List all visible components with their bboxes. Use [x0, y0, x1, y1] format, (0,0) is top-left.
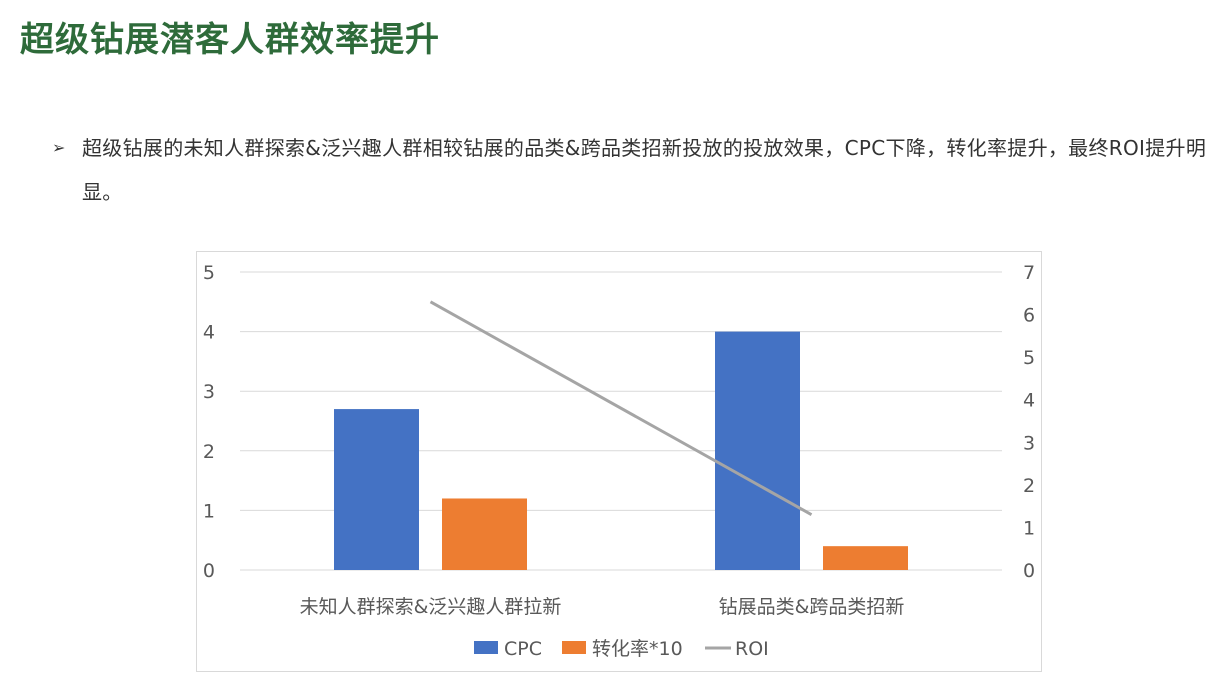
x-tick-label: 未知人群探索&泛兴趣人群拉新 — [300, 596, 562, 618]
x-axis-labels: 未知人群探索&泛兴趣人群拉新 钻展品类&跨品类招新 — [300, 596, 905, 618]
page-title: 超级钻展潜客人群效率提升 — [20, 20, 440, 60]
legend-label: CPC — [504, 638, 542, 660]
bullet-arrow-icon: ➢ — [52, 138, 66, 157]
y-tick-label: 0 — [203, 560, 215, 582]
legend-label: ROI — [735, 638, 769, 660]
bullet-text: 超级钻展的未知人群探索&泛兴趣人群相较钻展的品类&跨品类招新投放的投放效果，CP… — [82, 136, 1207, 204]
bar — [334, 409, 419, 570]
y-axis-right: 0 1 2 3 4 5 6 7 — [1023, 262, 1035, 582]
bar — [823, 546, 908, 570]
legend-label: 转化率*10 — [592, 638, 683, 660]
chart-legend: CPC 转化率*10 ROI — [474, 638, 769, 660]
x-tick-label: 钻展品类&跨品类招新 — [719, 596, 905, 618]
y-tick-label: 2 — [203, 441, 215, 463]
chart-container: 0 1 2 3 4 5 0 1 2 3 4 5 6 7 未知人群探索&泛兴趣人群拉新 钻展品类&跨品类招新… — [196, 251, 1042, 672]
line-series — [429, 300, 813, 516]
y2-tick-label: 5 — [1023, 347, 1035, 369]
combo-chart: 0 1 2 3 4 5 0 1 2 3 4 5 6 7 未知人群探索&泛兴趣人群拉新 钻展品类&跨品类招新… — [203, 262, 1035, 660]
series-line — [429, 300, 813, 516]
y-axis-left: 0 1 2 3 4 5 — [203, 262, 215, 582]
y2-tick-label: 3 — [1023, 432, 1035, 454]
bar-series — [334, 331, 908, 570]
y2-tick-label: 6 — [1023, 305, 1035, 327]
y-tick-label: 5 — [203, 262, 215, 284]
bullet-point: ➢ 超级钻展的未知人群探索&泛兴趣人群相较钻展的品类&跨品类招新投放的投放效果，… — [52, 126, 1212, 214]
y2-tick-label: 4 — [1023, 390, 1035, 412]
y2-tick-label: 2 — [1023, 475, 1035, 497]
y2-tick-label: 0 — [1023, 560, 1035, 582]
bar — [442, 498, 527, 570]
y-tick-label: 3 — [203, 381, 215, 403]
y2-tick-label: 7 — [1023, 262, 1035, 284]
legend-swatch — [474, 641, 498, 654]
y-tick-label: 1 — [203, 500, 215, 522]
y2-tick-label: 1 — [1023, 517, 1035, 539]
bar — [715, 331, 800, 570]
legend-swatch — [562, 641, 586, 654]
y-tick-label: 4 — [203, 322, 215, 344]
